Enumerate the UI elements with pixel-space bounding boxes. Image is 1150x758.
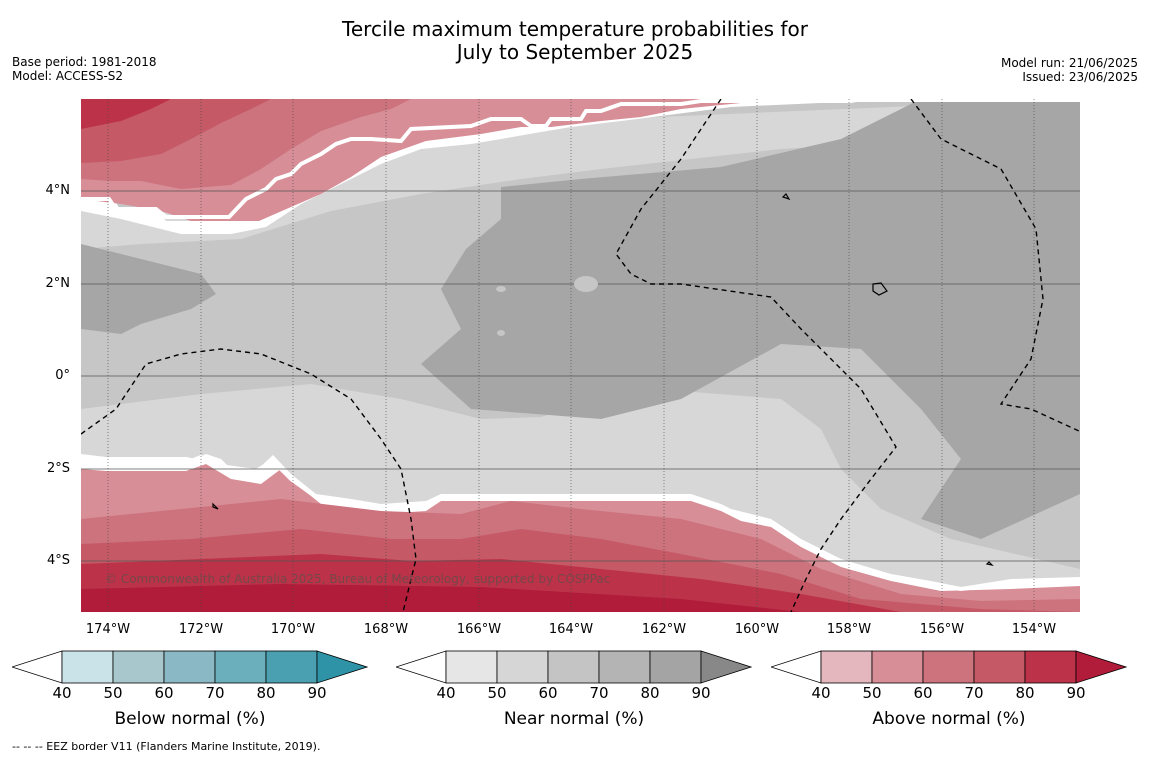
lon-label-174w: 174°W <box>85 622 131 637</box>
near-tick-50: 50 <box>487 684 507 702</box>
island-b <box>872 282 888 296</box>
below-tick-70: 70 <box>205 684 225 702</box>
islands <box>212 193 994 566</box>
colorbar-above-normal <box>769 650 1128 688</box>
below-swatch-3 <box>214 650 267 684</box>
colorbar-near-normal <box>394 650 753 688</box>
above-normal-south-90 <box>81 584 801 612</box>
above-tick-80: 80 <box>1015 684 1035 702</box>
model-name: Model: ACCESS-S2 <box>12 69 124 83</box>
below-swatch-2 <box>163 650 216 684</box>
lon-label-172w: 172°W <box>178 622 224 637</box>
lon-label-162w: 162°W <box>641 622 687 637</box>
above-swatch-4 <box>1024 650 1077 684</box>
lat-label-2n: 2°N <box>45 276 71 291</box>
map-svg <box>81 99 1080 612</box>
lon-label-166w: 166°W <box>456 622 502 637</box>
colorbar-above-label: Above normal (%) <box>872 709 1026 729</box>
below-swatch-4 <box>265 650 318 684</box>
lon-label-154w: 154°W <box>1011 622 1057 637</box>
colorbar-above-svg <box>769 650 1128 684</box>
above-swatch-5 <box>1075 650 1128 684</box>
base-period: Base period: 1981-2018 <box>12 55 157 69</box>
near-tick-70: 70 <box>589 684 609 702</box>
below-swatch-1 <box>112 650 165 684</box>
above-swatch-1 <box>871 650 924 684</box>
model-run: Model run: 21/06/2025 <box>1000 56 1138 70</box>
eez-east <box>910 99 1080 432</box>
near-tick-60: 60 <box>538 684 558 702</box>
lon-label-156w: 156°W <box>919 622 965 637</box>
lat-label-0: 0° <box>55 368 70 383</box>
near-swatch-2 <box>547 650 600 684</box>
below-swatch-5 <box>316 650 369 684</box>
copyright-notice: © Commonwealth of Australia 2025, Bureau… <box>105 572 611 586</box>
below-swatch-0 <box>61 650 114 684</box>
graticule <box>81 190 1080 562</box>
near-normal-50-north <box>81 99 1080 249</box>
eez-footnote: -- -- -- EEZ border V11 (Flanders Marine… <box>12 740 321 753</box>
near-normal-70-west <box>81 244 216 334</box>
lat-label-2s: 2°S <box>46 461 70 476</box>
near-swatch-5 <box>700 650 753 684</box>
above-tick-40: 40 <box>811 684 831 702</box>
above-normal-north-80 <box>81 99 171 129</box>
below-tick-40: 40 <box>52 684 72 702</box>
near-normal-70-core <box>421 99 1080 539</box>
near-swatch-3 <box>598 650 651 684</box>
north-boundary-line <box>81 99 862 219</box>
above-swatch-2 <box>922 650 975 684</box>
below-tick-90: 90 <box>307 684 327 702</box>
above-tick-60: 60 <box>913 684 933 702</box>
meta-right: Model run: 21/06/2025 Issued: 23/06/2025 <box>1001 56 1138 84</box>
near-swatch-1 <box>496 650 549 684</box>
colorbar-below-normal <box>10 650 369 688</box>
eez-kiribati-line <box>615 99 897 612</box>
above-swatch-0 <box>820 650 873 684</box>
island-d <box>985 561 994 566</box>
eez-kiribati-phoenix <box>81 348 417 612</box>
near-tick-40: 40 <box>436 684 456 702</box>
near-swatch-0 <box>445 650 498 684</box>
title-line-1: Tercile maximum temperature probabilitie… <box>342 17 808 41</box>
probability-map <box>81 99 1080 612</box>
island-a <box>781 193 791 201</box>
lon-label-164w: 164°W <box>548 622 594 637</box>
above-normal-north-50 <box>81 99 1080 221</box>
lon-label-160w: 160°W <box>734 622 780 637</box>
lat-label-4n: 4°N <box>45 183 71 198</box>
below-tick-80: 80 <box>256 684 276 702</box>
small-patches <box>496 276 598 336</box>
near-tick-80: 80 <box>640 684 660 702</box>
above-tick-50: 50 <box>862 684 882 702</box>
lat-label-4s: 4°S <box>46 553 70 568</box>
below-tick-60: 60 <box>154 684 174 702</box>
issued-date: Issued: 23/06/2025 <box>1022 70 1138 84</box>
colorbar-below-label: Below normal (%) <box>114 709 266 729</box>
above-swatch-3 <box>973 650 1026 684</box>
above-tick-70: 70 <box>964 684 984 702</box>
lon-label-168w: 168°W <box>363 622 409 637</box>
colorbar-below-svg <box>10 650 369 684</box>
colorbar-near-svg <box>394 650 753 684</box>
eez-borders <box>81 99 1080 612</box>
title-line-2: July to September 2025 <box>456 40 694 64</box>
near-tick-90: 90 <box>691 684 711 702</box>
meta-left: Base period: 1981-2018 Model: ACCESS-S2 <box>12 55 157 83</box>
colorbar-near-label: Near normal (%) <box>503 709 645 729</box>
map-title: Tercile maximum temperature probabilitie… <box>0 18 1150 64</box>
island-c <box>212 502 219 510</box>
lon-label-170w: 170°W <box>270 622 316 637</box>
above-tick-90: 90 <box>1066 684 1086 702</box>
near-swatch-4 <box>649 650 702 684</box>
lon-label-158w: 158°W <box>826 622 872 637</box>
south-boundary-line <box>81 454 1080 592</box>
below-tick-50: 50 <box>103 684 123 702</box>
